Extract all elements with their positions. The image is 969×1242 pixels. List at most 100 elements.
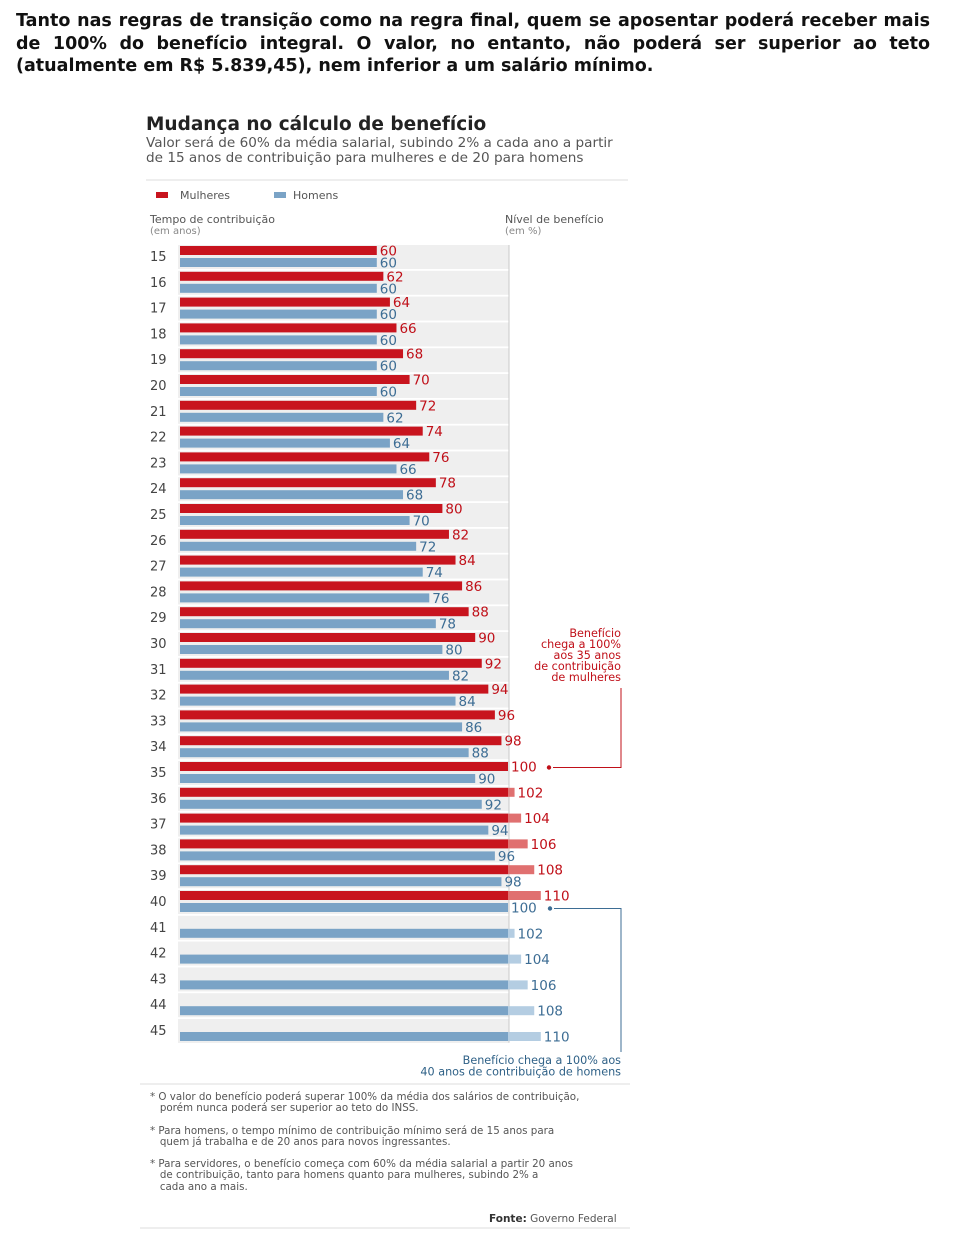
annotation-line-mulheres: [553, 688, 622, 768]
tick-label-21: 21: [150, 405, 167, 420]
y-axis-unit: (em anos): [150, 226, 201, 237]
data-label-mulheres-27: 84: [459, 553, 476, 569]
bar-homens-22: [180, 438, 390, 448]
data-label-mulheres-26: 82: [452, 527, 469, 543]
data-label-homens-40: 100: [511, 901, 537, 917]
data-label-mulheres-33: 96: [498, 708, 515, 724]
data-label-homens-35: 90: [478, 772, 495, 788]
tick-label-23: 23: [150, 456, 167, 471]
intro-paragraph: Tanto nas regras de transição como na re…: [16, 11, 930, 76]
data-label-homens-43: 106: [531, 978, 557, 994]
bar-homens-30: [180, 645, 443, 654]
data-label-mulheres-16: 62: [386, 269, 403, 285]
bar-homens-42-excess: [508, 954, 522, 964]
tick-label-18: 18: [150, 327, 167, 342]
bar-homens-16: [180, 283, 377, 293]
tick-label-32: 32: [150, 689, 167, 704]
bar-homens-20: [180, 387, 377, 396]
bar-mulheres-38: [180, 839, 508, 849]
data-label-homens-19: 60: [380, 359, 397, 375]
bar-mulheres-27: [180, 555, 456, 565]
bar-mulheres-15: [180, 246, 377, 255]
bar-mulheres-18: [180, 323, 397, 333]
data-label-mulheres-21: 72: [419, 398, 436, 414]
bar-mulheres-25: [180, 504, 443, 513]
bar-homens-24: [180, 490, 404, 500]
annotation-dot-homens: [547, 906, 553, 911]
tick-label-40: 40: [150, 895, 167, 910]
bar-mulheres-37-excess: [508, 813, 522, 823]
bar-mulheres-39-excess: [508, 865, 535, 875]
bar-homens-38: [180, 851, 495, 861]
data-label-homens-21: 62: [386, 410, 403, 426]
bar-homens-25: [180, 516, 410, 525]
x-axis-label: Nível de benefício: [505, 213, 604, 226]
bar-mulheres-38-excess: [508, 839, 528, 849]
bar-homens-41-excess: [508, 928, 515, 938]
tick-label-22: 22: [150, 431, 167, 446]
data-label-homens-39: 98: [504, 875, 521, 891]
annotation-text-mulheres-2: aos 35 anos: [554, 649, 622, 662]
annotation-text-mulheres-1: chega a 100%: [541, 638, 621, 651]
bar-mulheres-31: [180, 658, 482, 668]
data-label-mulheres-29: 88: [472, 605, 489, 621]
y-axis-label: Tempo de contribuição: [149, 213, 275, 226]
data-label-mulheres-36: 102: [518, 785, 544, 801]
footnote-2: * Para homens, o tempo mínimo de contrib…: [150, 1125, 555, 1149]
tick-label-45: 45: [150, 1024, 167, 1039]
tick-label-24: 24: [150, 482, 167, 497]
annotation-text-mulheres-4: de mulheres: [551, 671, 621, 684]
data-label-mulheres-40: 110: [544, 889, 570, 905]
bar-mulheres-20: [180, 375, 410, 384]
tick-label-28: 28: [150, 585, 167, 600]
data-label-homens-22: 64: [393, 436, 410, 452]
bar-homens-27: [180, 567, 423, 577]
bar-mulheres-23: [180, 452, 430, 462]
footnote-3: * Para servidores, o benefício começa co…: [150, 1158, 573, 1193]
data-label-mulheres-28: 86: [465, 579, 482, 595]
tick-label-38: 38: [150, 843, 167, 858]
bar-homens-45: [180, 1032, 508, 1041]
tick-label-43: 43: [150, 972, 167, 987]
data-label-homens-44: 108: [537, 1004, 563, 1020]
bar-homens-43: [180, 980, 508, 990]
data-label-homens-45: 110: [544, 1030, 570, 1046]
source-label: Fonte:: [489, 1213, 527, 1225]
data-label-homens-42: 104: [524, 952, 550, 968]
bar-homens-29: [180, 619, 436, 629]
tick-label-29: 29: [150, 611, 167, 626]
annotation-text-homens-1: 40 anos de contribuição de homens: [420, 1066, 621, 1079]
data-label-homens-37: 94: [491, 823, 508, 839]
bar-mulheres-33: [180, 710, 495, 720]
bar-homens-42: [180, 954, 508, 964]
bar-mulheres-35: [180, 762, 508, 771]
bar-mulheres-22: [180, 426, 423, 436]
data-label-mulheres-22: 74: [426, 424, 443, 440]
bar-homens-39: [180, 877, 502, 887]
source-line: Fonte: Governo Federal: [489, 1213, 617, 1225]
data-label-mulheres-32: 94: [491, 682, 508, 698]
tick-label-35: 35: [150, 766, 167, 781]
tick-label-44: 44: [150, 998, 167, 1013]
data-label-homens-26: 72: [419, 539, 436, 555]
bar-mulheres-16: [180, 271, 384, 281]
bar-homens-15: [180, 258, 377, 267]
tick-label-17: 17: [150, 302, 167, 317]
bar-homens-33: [180, 722, 463, 732]
footnote-1: * O valor do benefício poderá superar 10…: [150, 1091, 580, 1115]
source-value: Governo Federal: [530, 1213, 617, 1225]
bar-mulheres-24: [180, 478, 436, 488]
data-label-homens-16: 60: [380, 281, 397, 297]
bar-mulheres-19: [180, 349, 404, 359]
bar-mulheres-21: [180, 400, 417, 410]
bar-homens-41: [180, 928, 508, 938]
data-label-homens-32: 84: [459, 694, 476, 710]
tick-label-15: 15: [150, 250, 167, 265]
bar-mulheres-36-excess: [508, 787, 515, 797]
bar-mulheres-40: [180, 891, 508, 900]
tick-label-36: 36: [150, 792, 167, 807]
data-label-mulheres-34: 98: [504, 734, 521, 750]
bar-homens-35: [180, 774, 476, 783]
tick-label-25: 25: [150, 508, 167, 523]
bar-homens-37: [180, 825, 489, 835]
